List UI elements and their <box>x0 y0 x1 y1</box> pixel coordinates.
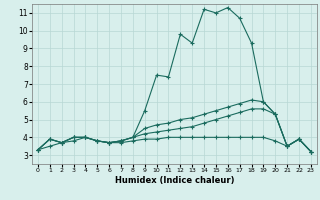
X-axis label: Humidex (Indice chaleur): Humidex (Indice chaleur) <box>115 176 234 185</box>
